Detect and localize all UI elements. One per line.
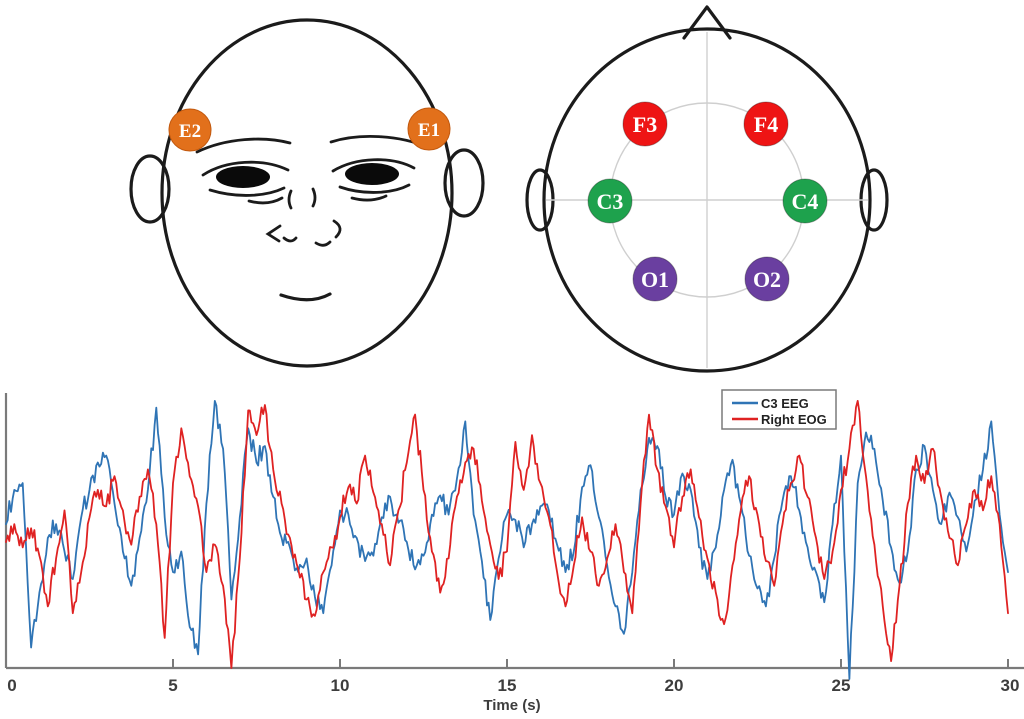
electrode-F4-label: F4 — [754, 112, 778, 137]
electrode-E2-circle — [168, 108, 212, 152]
x-tick-label-25: 25 — [832, 676, 851, 695]
left-eye-pupil — [216, 166, 270, 188]
right-eye-pupil — [345, 163, 399, 185]
x-axis-title: Time (s) — [483, 697, 540, 714]
x-tick-label-10: 10 — [331, 676, 350, 695]
electrode-E1: E1 — [407, 107, 451, 151]
topview-head-outline — [542, 27, 872, 373]
x-ticks — [5, 659, 1009, 668]
electrode-C3-label: C3 — [597, 189, 624, 214]
nostril-left — [282, 236, 298, 243]
electrode-O2-circle — [744, 256, 790, 302]
legend: C3 EEG Right EOG — [721, 389, 837, 430]
x-tick-label-0: 0 — [7, 676, 16, 695]
electrode-F3: F3 — [622, 101, 668, 147]
electrode-C3: C3 — [587, 178, 633, 224]
topview-diagram: F3 F4 C3 C4 O1 O2 — [525, 5, 889, 373]
face-right-ear — [443, 148, 485, 218]
electrode-O1-circle — [632, 256, 678, 302]
electrode-C4: C4 — [782, 178, 828, 224]
series-0 — [5, 400, 1009, 680]
electrode-E1-label: E1 — [418, 120, 440, 141]
left-eye-bag — [247, 196, 284, 205]
mouth — [279, 292, 332, 302]
right-eye-bag — [350, 194, 388, 202]
left-eye-lower-lid — [208, 186, 286, 197]
face-left-ear — [129, 154, 171, 224]
left-eye-upper-lid — [201, 160, 290, 177]
x-tick-label-20: 20 — [665, 676, 684, 695]
electrode-F3-circle — [622, 101, 668, 147]
electrode-F3-label: F3 — [633, 112, 657, 137]
right-eye-lower-lid — [338, 183, 411, 194]
nose-right-stroke — [332, 219, 342, 239]
face-diagram: E2 E1 — [129, 18, 485, 368]
electrode-C4-label: C4 — [792, 189, 819, 214]
series-1 — [5, 400, 1009, 669]
electrode-O2-label: O2 — [753, 267, 781, 292]
electrode-E1-circle — [407, 107, 451, 151]
face-head-outline — [160, 18, 454, 368]
eeg-chart: 0 5 10 15 20 25 30 Time (s) C3 EEG Right… — [4, 389, 1024, 714]
left-eyebrow — [195, 137, 292, 154]
x-tick-label-15: 15 — [498, 676, 517, 695]
nostril-right — [314, 240, 332, 247]
electrode-C4-circle — [782, 178, 828, 224]
electrode-O1-label: O1 — [641, 267, 669, 292]
electrode-O1: O1 — [632, 256, 678, 302]
legend-label-right-eog: Right EOG — [761, 412, 827, 427]
electrode-E2-label: E2 — [179, 121, 201, 142]
x-tick-label-30: 30 — [1001, 676, 1020, 695]
electrode-E2: E2 — [168, 108, 212, 152]
legend-label-c3-eeg: C3 EEG — [761, 396, 809, 411]
x-tick-label-5: 5 — [168, 676, 177, 695]
nose-left-stroke — [265, 224, 282, 243]
electrode-F4: F4 — [743, 101, 789, 147]
electrode-F4-circle — [743, 101, 789, 147]
x-tick-labels: 0 5 10 15 20 25 30 — [7, 676, 1019, 695]
legend-box — [721, 389, 837, 430]
nose-bridge-right — [311, 187, 317, 208]
electrode-O2: O2 — [744, 256, 790, 302]
nose-bridge-left — [287, 189, 293, 210]
topview-nose — [682, 5, 732, 40]
right-eye-upper-lid — [331, 158, 416, 173]
electrode-C3-circle — [587, 178, 633, 224]
